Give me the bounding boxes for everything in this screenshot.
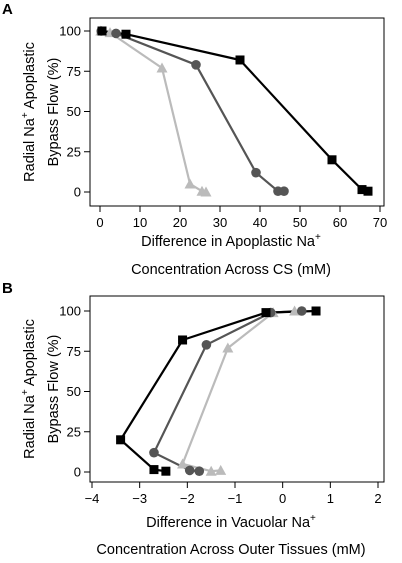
series-line-circle <box>152 309 302 473</box>
data-point-square <box>149 465 159 475</box>
y-axis-title-line1: Radial Na+ Apoplastic <box>20 319 38 459</box>
data-point-square <box>235 55 245 65</box>
panel-label: B <box>2 280 13 297</box>
y-axis-title-superscript: + <box>20 112 31 118</box>
y-tick-label: 75 <box>67 64 81 79</box>
x-tick-label: −3 <box>132 491 147 506</box>
data-point-circle <box>191 60 201 70</box>
y-axis-title-line2: Bypass Flow (%) <box>46 58 62 167</box>
data-point-square <box>363 186 373 196</box>
data-point-square <box>178 335 188 345</box>
y-tick-label: 75 <box>67 344 81 359</box>
data-point-triangle <box>200 186 212 197</box>
y-tick-label: 25 <box>67 144 81 159</box>
data-point-circle <box>194 466 205 476</box>
data-point-square <box>327 155 337 165</box>
x-tick-label: −2 <box>180 491 195 506</box>
y-axis-title-main: Radial Na <box>22 117 38 182</box>
y-axis-title-main: Radial Na <box>22 394 38 459</box>
x-axis-title-line2: Concentration Across CS (mM) <box>131 262 331 278</box>
y-axis-title-line2: Bypass Flow (%) <box>46 335 62 444</box>
data-point-square <box>311 306 321 316</box>
data-point-circle <box>111 28 121 39</box>
series-line-square <box>119 309 317 473</box>
data-point-circle <box>279 186 289 196</box>
y-axis-title-superscript: + <box>20 389 31 395</box>
data-point-circle <box>296 306 307 316</box>
x-tick-label: 50 <box>293 215 307 230</box>
data-point-square <box>261 308 271 318</box>
x-tick-label: 10 <box>133 215 147 230</box>
data-point-circle <box>149 447 159 458</box>
data-point-triangle <box>205 465 217 476</box>
x-tick-label: 1 <box>327 491 334 506</box>
x-axis-title-line1: Difference in Vacuolar Na+ <box>146 513 316 531</box>
panel-label: A <box>2 1 13 18</box>
x-axis-title-main: Difference in Apoplastic Na <box>141 234 316 250</box>
x-tick-label: −1 <box>228 491 243 506</box>
plot-frame <box>89 17 385 207</box>
series-line-triangle <box>100 29 207 194</box>
y-tick-label: 0 <box>74 185 81 200</box>
data-point-triangle <box>184 178 196 189</box>
x-tick-label: 0 <box>96 215 103 230</box>
data-point-square <box>97 26 107 36</box>
x-axis-title-superscript: + <box>310 513 316 524</box>
chart-panel-a: A 0 10 20 30 40 50 60 70 0 25 50 75 100 Difference in … <box>2 1 387 278</box>
x-tick-label: 30 <box>213 215 227 230</box>
x-axis-title-line1: Difference in Apoplastic Na+ <box>141 232 321 250</box>
chart-panel-b: B −4 −3 −2 −1 0 1 2 0 25 50 75 100 Difference in Vacu… <box>2 280 385 558</box>
data-point-triangle <box>177 458 189 469</box>
y-tick-label: 50 <box>67 384 81 399</box>
data-point-triangle <box>215 464 227 475</box>
x-tick-label: 40 <box>253 215 267 230</box>
y-tick-label: 100 <box>59 24 81 39</box>
x-tick-label: 70 <box>373 215 387 230</box>
x-tick-label: 0 <box>279 491 286 506</box>
y-tick-label: 50 <box>67 104 81 119</box>
x-axis-title-superscript: + <box>315 232 321 243</box>
data-point-triangle <box>222 342 234 353</box>
y-axis-title-rest: Apoplastic <box>22 42 38 112</box>
plot-frame <box>89 295 385 483</box>
y-tick-label: 100 <box>59 304 81 319</box>
x-axis-title-line2: Concentration Across Outer Tissues (mM) <box>96 542 365 558</box>
x-tick-label: 20 <box>173 215 187 230</box>
data-point-square <box>357 185 367 195</box>
data-point-square <box>116 435 126 445</box>
x-tick-label: −4 <box>85 491 100 506</box>
data-point-triangle <box>156 62 168 73</box>
series-line-circle <box>101 29 284 193</box>
data-point-square <box>121 29 131 39</box>
y-axis-title-line1: Radial Na+ Apoplastic <box>20 42 38 182</box>
y-tick-label: 0 <box>74 465 81 480</box>
x-axis-title-main: Difference in Vacuolar Na <box>146 515 311 531</box>
y-axis-title-rest: Apoplastic <box>22 319 38 389</box>
data-point-triangle <box>289 305 301 316</box>
data-point-circle <box>201 340 212 350</box>
data-point-square <box>161 466 171 476</box>
y-tick-label: 25 <box>67 424 81 439</box>
x-tick-label: 60 <box>333 215 347 230</box>
x-tick-label: 2 <box>374 491 381 506</box>
data-point-circle <box>184 465 195 476</box>
data-point-circle <box>251 167 261 178</box>
